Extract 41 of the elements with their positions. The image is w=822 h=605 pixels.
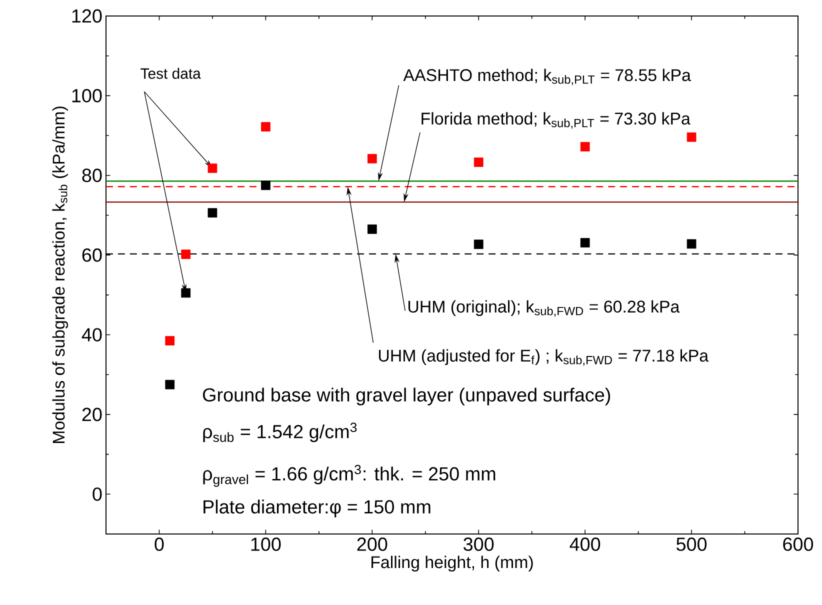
x-axis-title: Falling height, h (mm) [372, 556, 533, 572]
point [208, 164, 218, 173]
annotation: AASHTO method; k$_{sub,PLT}$ = 78.55 kPa [403, 68, 691, 86]
y-tick-label: 40 [82, 328, 102, 342]
y-tick-label: 100 [72, 88, 102, 102]
x-tick-label: 500 [676, 538, 707, 551]
point [261, 122, 270, 132]
point [367, 224, 377, 234]
point [686, 239, 696, 249]
annotation: Florida method; k$_{sub,PLT}$ = 73.30 kPa [422, 112, 690, 129]
x-tick-label: 200 [357, 538, 388, 551]
point [686, 132, 696, 142]
x-tick-label: 600 [783, 538, 814, 551]
point [165, 380, 175, 390]
point [165, 336, 175, 346]
y-tick-label: 0 [92, 487, 102, 501]
y-tick-label: 120 [72, 9, 102, 23]
point [261, 180, 270, 190]
point [580, 142, 590, 152]
point [367, 154, 377, 164]
y-axis-title: Modulus of subgrade reaction, k$_{sub}$ (kPa/mm) [52, 106, 68, 443]
annotation: Test data [140, 68, 201, 79]
annotation: Plate diameter:φ = 150 mm [204, 500, 430, 518]
y-tick-label: 80 [82, 168, 102, 182]
x-tick-label: 400 [570, 538, 600, 551]
point [208, 208, 218, 218]
x-tick-label: 100 [251, 538, 281, 551]
point [181, 288, 191, 298]
annotation: ρ$_{sub}$ = 1.542 g/cm$^{3}$ [203, 422, 357, 442]
y-tick-label: 60 [82, 248, 102, 262]
annotation: UHM (original); k$_{sub,FWD}$ = 60.28 kPa [408, 300, 680, 317]
x-tick-label: 0 [154, 538, 164, 551]
point [474, 240, 484, 249]
y-tick-label: 20 [82, 408, 102, 422]
annotation: UHM (adjusted for E$_{f}$) ; k$_{sub,FWD}$ = 77.18 kPa [378, 349, 709, 366]
point [474, 158, 484, 167]
annotation: ρ$_{gravel}$ = 1.66 g/cm$^{3}$: thk. = 250 mm [203, 464, 496, 487]
point [580, 238, 590, 248]
x-tick-label: 300 [464, 538, 494, 551]
point [181, 250, 191, 259]
annotation: Ground base with gravel layer (unpaved surface) [202, 388, 610, 406]
